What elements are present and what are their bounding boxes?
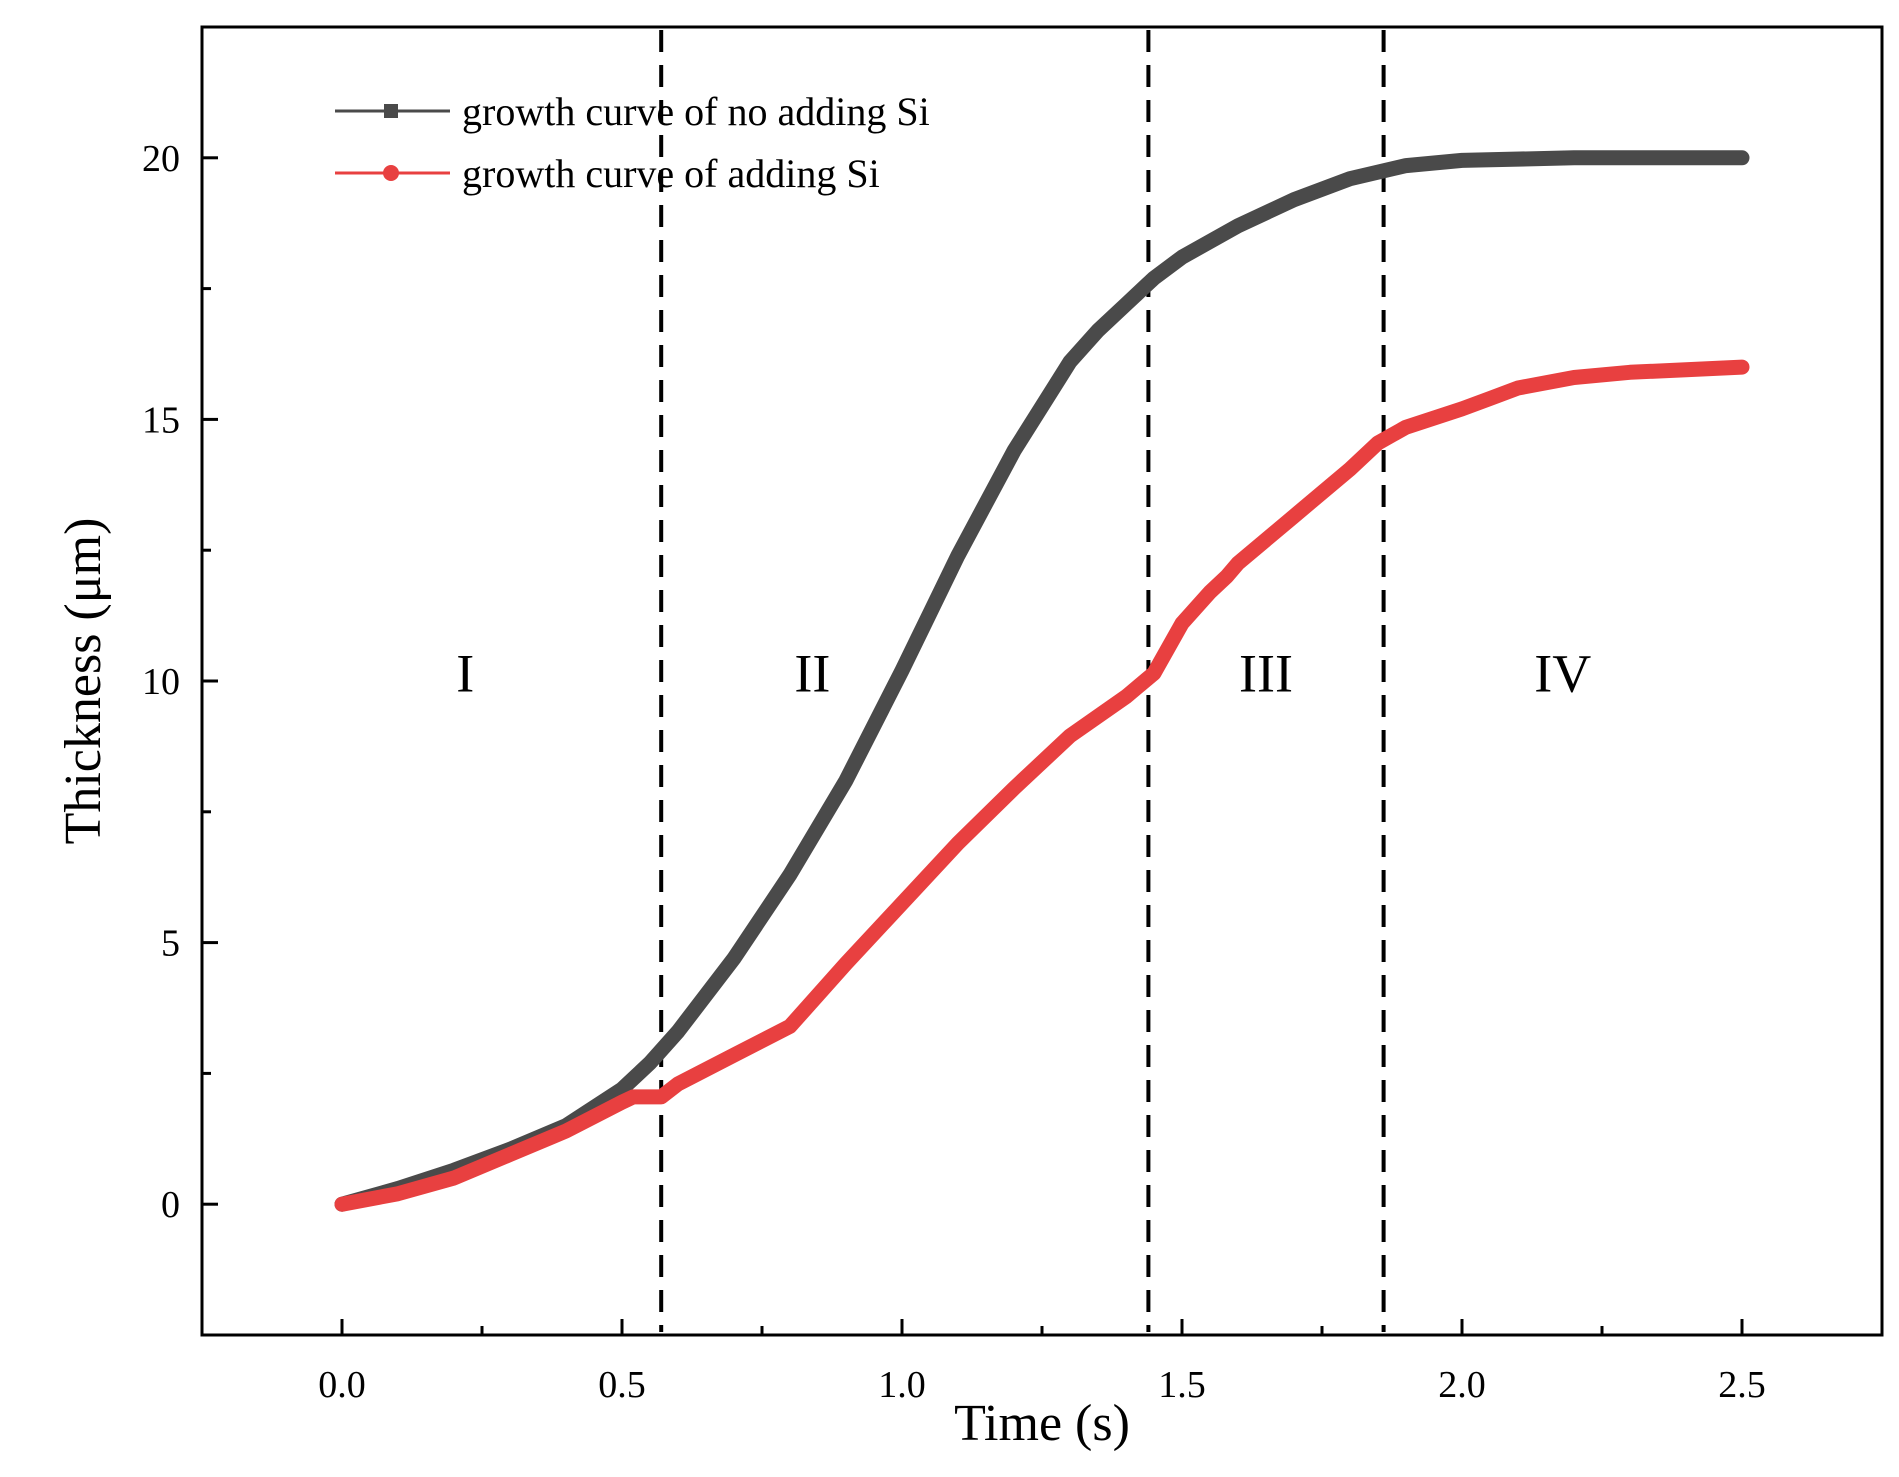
y-tick-label: 0	[161, 1184, 180, 1226]
stage-label: II	[794, 643, 830, 703]
stage-label: I	[456, 643, 474, 703]
y-axis-title: Thickness (μm)	[55, 518, 112, 845]
y-tick-label: 5	[161, 923, 180, 965]
series-line-no-si	[334, 150, 1750, 1212]
legend-label-no-si: growth curve of no adding Si	[462, 89, 930, 134]
y-tick-label: 20	[142, 138, 180, 180]
plot-frame	[200, 25, 1884, 1337]
x-tick-label: 1.0	[878, 1364, 926, 1406]
y-tick-label: 15	[142, 399, 180, 441]
x-tick-label: 0.5	[598, 1364, 646, 1406]
x-tick-label: 2.5	[1718, 1364, 1766, 1406]
x-tick-label: 1.5	[1158, 1364, 1206, 1406]
legend-marker-circle	[383, 165, 399, 181]
x-tick-label: 0.0	[318, 1364, 366, 1406]
x-axis-title: Time (s)	[954, 1395, 1130, 1452]
y-tick-label: 10	[142, 661, 180, 703]
legend-label-si: growth curve of adding Si	[462, 151, 880, 196]
legend-marker-square	[384, 104, 398, 118]
series-line-si	[334, 359, 1750, 1212]
legend: growth curve of no adding Si growth curv…	[335, 89, 930, 196]
stage-label: IV	[1534, 643, 1591, 703]
x-tick-label: 2.0	[1438, 1364, 1486, 1406]
stage-label: III	[1239, 643, 1293, 703]
